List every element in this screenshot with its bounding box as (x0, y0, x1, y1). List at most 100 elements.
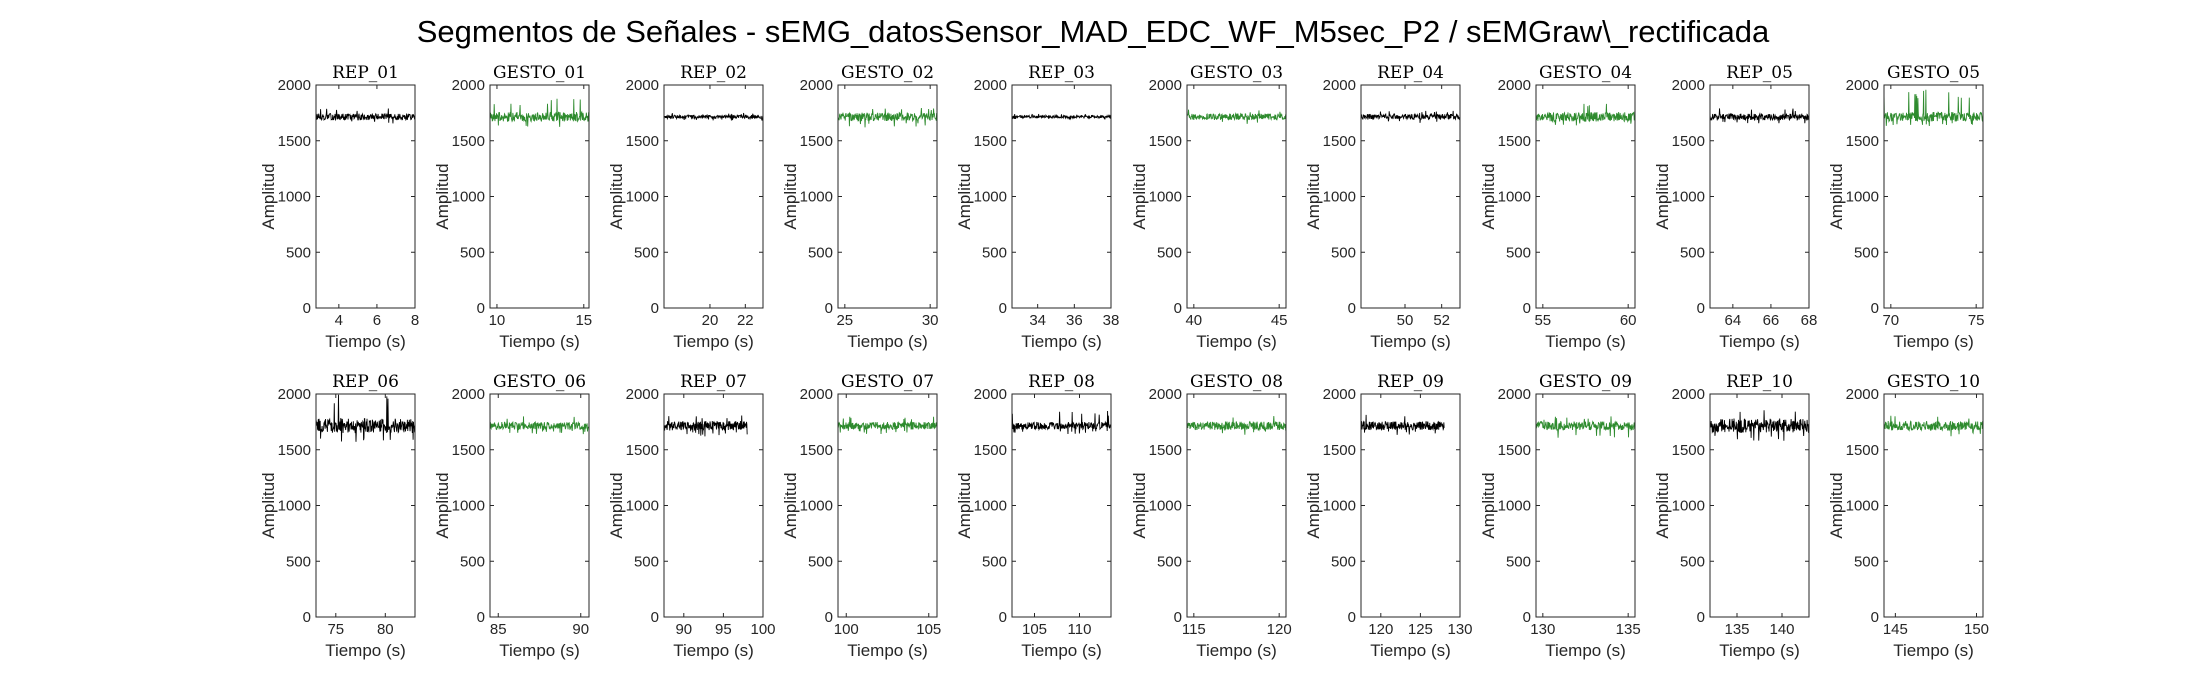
y-tick-label: 1000 (452, 189, 485, 206)
x-tick-label: 130 (1447, 621, 1472, 638)
subplot-rep-10: 0 500 1000 1500 2000 135 140 REP_10 Tiempo (s) Am… (1653, 372, 1810, 660)
y-tick-label: 1000 (974, 189, 1007, 206)
y-tick-label: 0 (1697, 300, 1705, 317)
y-axis-label: Amplitud (1827, 163, 1846, 229)
subplot-rep-05: 0 500 1000 1500 2000 64 66 68 REP_05 Tiempo (s) Am… (1653, 63, 1817, 351)
y-tick-label: 500 (808, 244, 833, 261)
x-axis-label: Tiempo (s) (1021, 332, 1102, 351)
subplot-rep-02: 0 500 1000 1500 2000 20 22 REP_02 Tiempo (s) Ampl… (607, 63, 764, 351)
y-tick-label: 500 (460, 244, 485, 261)
y-tick-label: 0 (651, 609, 659, 626)
y-tick-label: 0 (1348, 300, 1356, 317)
y-tick-label: 1000 (626, 498, 659, 515)
y-tick-label: 500 (1680, 244, 1705, 261)
x-axis-label: Tiempo (s) (325, 641, 406, 660)
x-axis-label: Tiempo (s) (1370, 332, 1451, 351)
y-tick-label: 0 (1523, 300, 1531, 317)
subplot-title: GESTO_07 (841, 372, 934, 392)
y-tick-label: 500 (1331, 553, 1356, 570)
y-tick-label: 1500 (1323, 442, 1356, 459)
x-tick-label: 80 (377, 621, 394, 638)
y-tick-label: 2000 (278, 386, 311, 403)
x-tick-label: 25 (836, 312, 853, 329)
y-tick-label: 1500 (800, 442, 833, 459)
signal-trace (1360, 110, 1461, 123)
x-tick-label: 100 (834, 621, 859, 638)
y-tick-label: 1000 (1149, 498, 1182, 515)
y-tick-label: 500 (1157, 553, 1182, 570)
x-axis-label: Tiempo (s) (1196, 332, 1277, 351)
x-tick-label: 105 (1022, 621, 1047, 638)
signal-trace (663, 112, 764, 121)
y-tick-label: 500 (1506, 553, 1531, 570)
subplot-title: GESTO_05 (1887, 63, 1980, 83)
subplot-gesto-08: 0 500 1000 1500 2000 115 120 GESTO_08 Tiempo (s)… (1130, 372, 1292, 660)
subplot-gesto-09: 0 500 1000 1500 2000 130 135 GESTO_09 Tiempo (s)… (1479, 372, 1641, 660)
y-tick-label: 0 (1871, 300, 1879, 317)
subplot-rep-07: 0 500 1000 1500 2000 90 95 100 REP_07 Tiempo (s) A… (607, 372, 776, 660)
signal-trace (1883, 415, 1984, 437)
y-tick-label: 1000 (1498, 189, 1531, 206)
x-axis-label: Tiempo (s) (1719, 641, 1800, 660)
signal-trace (315, 108, 416, 124)
x-tick-label: 120 (1267, 621, 1292, 638)
y-axis-label: Amplitud (607, 163, 626, 229)
y-tick-label: 0 (303, 609, 311, 626)
y-tick-label: 0 (1174, 300, 1182, 317)
x-tick-label: 115 (1182, 621, 1206, 638)
y-tick-label: 1000 (1323, 498, 1356, 515)
y-axis-label: Amplitud (1130, 163, 1149, 229)
signal-trace (489, 416, 590, 435)
x-tick-label: 110 (1068, 621, 1092, 638)
y-tick-label: 1000 (452, 498, 485, 515)
y-axis-label: Amplitud (259, 472, 278, 538)
subplot-rep-08: 0 500 1000 1500 2000 105 110 REP_08 Tiempo (s) Am… (955, 372, 1112, 660)
x-tick-label: 52 (1433, 312, 1450, 329)
signal-trace (1011, 113, 1112, 121)
y-tick-label: 1500 (452, 133, 485, 150)
x-axis-label: Tiempo (s) (325, 332, 406, 351)
x-axis-label: Tiempo (s) (1021, 641, 1102, 660)
y-tick-label: 1500 (278, 133, 311, 150)
x-tick-label: 50 (1397, 312, 1414, 329)
x-axis-label: Tiempo (s) (673, 332, 754, 351)
x-axis-label: Tiempo (s) (673, 641, 754, 660)
y-tick-label: 2000 (626, 77, 659, 94)
subplot-rep-01: 0 500 1000 1500 2000 4 6 8 REP_01 Tiempo (s) Ampli… (259, 63, 419, 351)
y-tick-label: 2000 (1149, 386, 1182, 403)
x-tick-label: 8 (411, 312, 419, 329)
signal-trace (1535, 416, 1636, 438)
y-tick-label: 1500 (974, 133, 1007, 150)
y-tick-label: 500 (1854, 244, 1879, 261)
y-tick-label: 500 (286, 244, 311, 261)
signal-trace (1360, 414, 1445, 435)
y-axis-label: Amplitud (433, 163, 452, 229)
x-tick-label: 120 (1368, 621, 1393, 638)
x-tick-label: 125 (1408, 621, 1433, 638)
y-tick-label: 1500 (974, 442, 1007, 459)
x-tick-label: 85 (490, 621, 507, 638)
y-tick-label: 0 (477, 609, 485, 626)
y-axis-label: Amplitud (1479, 163, 1498, 229)
subplot-rep-06: 0 500 1000 1500 2000 75 80 REP_06 Tiempo (s) Ampl… (259, 372, 416, 660)
y-tick-label: 0 (1871, 609, 1879, 626)
y-axis-label: Amplitud (1130, 472, 1149, 538)
subplot-title: GESTO_04 (1539, 63, 1632, 83)
subplot-title: REP_09 (1377, 372, 1444, 392)
y-tick-label: 500 (286, 553, 311, 570)
y-tick-label: 0 (825, 609, 833, 626)
y-tick-label: 0 (1523, 609, 1531, 626)
y-tick-label: 1000 (800, 498, 833, 515)
x-tick-label: 6 (373, 312, 381, 329)
x-tick-label: 90 (675, 621, 692, 638)
y-tick-label: 2000 (1498, 386, 1531, 403)
y-tick-label: 2000 (626, 386, 659, 403)
x-axis-label: Tiempo (s) (1893, 332, 1974, 351)
subplot-title: REP_02 (680, 63, 747, 83)
y-axis-label: Amplitud (607, 472, 626, 538)
x-tick-label: 66 (1763, 312, 1780, 329)
y-tick-label: 0 (651, 300, 659, 317)
x-tick-label: 22 (737, 312, 754, 329)
y-tick-label: 2000 (1672, 77, 1705, 94)
